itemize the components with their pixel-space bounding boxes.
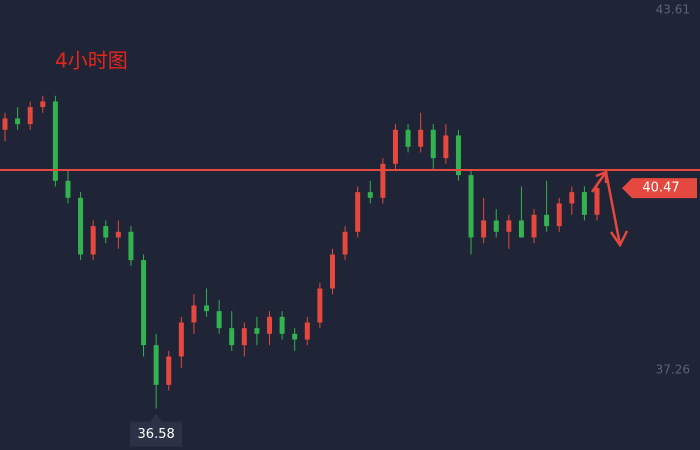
low-price-marker	[130, 413, 183, 447]
candle-body	[556, 203, 562, 227]
candle-body	[279, 316, 285, 334]
last-price-label: 40.47	[642, 181, 679, 196]
candle-body	[166, 356, 172, 385]
candle-body	[355, 192, 361, 232]
candle-body	[191, 305, 197, 323]
annotation-arrows	[590, 170, 629, 248]
last-price-marker	[622, 178, 697, 199]
low-price-label: 36.58	[138, 427, 175, 442]
candle-body	[518, 220, 524, 238]
candle-body	[241, 328, 247, 346]
candle-body	[52, 101, 58, 181]
candle-body	[317, 288, 323, 323]
candle-body	[481, 220, 487, 238]
candle-body	[304, 322, 310, 340]
candle-body	[430, 129, 436, 159]
candle-body	[380, 163, 386, 198]
candle-body	[392, 129, 398, 164]
candle-body	[153, 345, 159, 385]
candle-body	[115, 231, 121, 238]
candle-body	[141, 260, 147, 346]
candle-body	[342, 231, 348, 255]
candle-body	[216, 311, 222, 329]
candle-body	[581, 192, 587, 215]
candle-body	[455, 135, 461, 176]
candle-body	[128, 231, 134, 261]
candle-body	[367, 192, 373, 198]
candle-body	[594, 188, 600, 215]
chart-title: 4小时图	[55, 49, 128, 73]
candle-body	[40, 101, 46, 108]
candle-body	[65, 180, 71, 198]
candle-body	[90, 226, 96, 255]
candle-body	[78, 197, 84, 255]
candle-body	[15, 118, 21, 125]
candle-body	[531, 214, 537, 238]
candle-body	[418, 129, 424, 147]
candle-body	[229, 328, 235, 346]
candle-body	[254, 328, 260, 334]
candle-body	[544, 214, 550, 227]
candle-body	[506, 220, 512, 232]
candle-body	[204, 305, 210, 312]
candle-body	[178, 322, 184, 357]
candle-body	[2, 118, 8, 130]
candle-body	[569, 192, 575, 204]
y-tick-label: 37.26	[656, 363, 690, 377]
candle-body	[267, 316, 273, 334]
candle-body	[27, 107, 33, 125]
y-tick-label: 43.61	[656, 3, 690, 17]
candle-body	[493, 220, 499, 232]
candle-body	[443, 135, 449, 159]
candle-body	[292, 333, 298, 340]
candle-body	[468, 175, 474, 238]
candle-body	[405, 129, 411, 147]
candle-body	[329, 254, 335, 289]
candle-body	[103, 226, 109, 238]
